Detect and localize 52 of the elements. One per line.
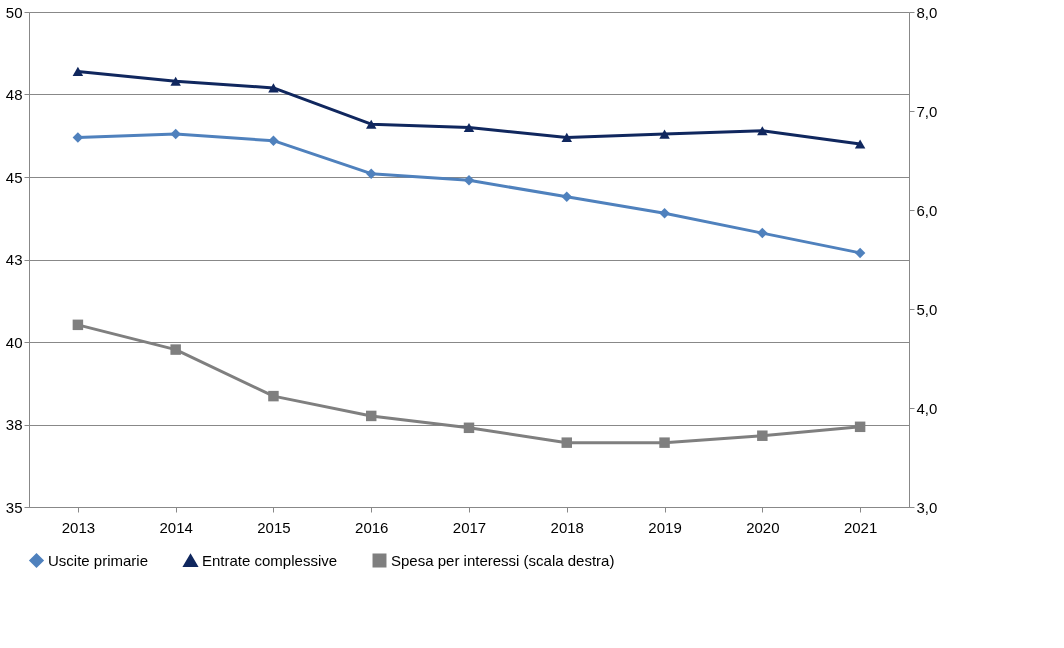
point bbox=[365, 168, 377, 179]
y2-tick-label: 4,0 bbox=[916, 399, 938, 417]
y-tick-label: 48 bbox=[5, 86, 23, 103]
y-tick-label: 40 bbox=[5, 333, 23, 351]
point bbox=[268, 135, 279, 146]
point bbox=[170, 344, 181, 355]
y-tick-label: 45 bbox=[5, 168, 23, 186]
point bbox=[659, 208, 670, 219]
point bbox=[72, 66, 84, 76]
legend-label: Uscite primarie bbox=[48, 551, 149, 569]
y-tick-label: 50 bbox=[5, 3, 23, 21]
y2-tick-label: 6,0 bbox=[916, 201, 938, 219]
legend-label: Spesa per interessi (scala destra) bbox=[391, 551, 615, 569]
y2-tick-label: 5,0 bbox=[916, 300, 938, 318]
x-tick-label: 2018 bbox=[550, 518, 584, 536]
y2-tick-label: 7,0 bbox=[916, 102, 938, 120]
point bbox=[365, 119, 377, 129]
y2-tick-label: 8,0 bbox=[916, 3, 938, 21]
point bbox=[757, 126, 768, 136]
x-tick-label: 2021 bbox=[843, 518, 878, 536]
point bbox=[659, 437, 670, 448]
point bbox=[561, 437, 573, 448]
point bbox=[268, 83, 279, 93]
x-tick-label: 2014 bbox=[159, 518, 193, 536]
point bbox=[463, 175, 475, 186]
point bbox=[561, 191, 573, 203]
point bbox=[561, 132, 573, 142]
y-tick-label: 35 bbox=[5, 498, 23, 516]
point bbox=[854, 139, 866, 149]
point bbox=[170, 76, 181, 86]
legend-label: Entrate complessive bbox=[202, 551, 338, 569]
x-tick-label: 2019 bbox=[648, 518, 682, 536]
point bbox=[854, 421, 866, 433]
x-tick-label: 2017 bbox=[452, 518, 487, 536]
point bbox=[757, 430, 768, 441]
x-tick-label: 2015 bbox=[257, 518, 291, 536]
point bbox=[463, 422, 475, 434]
point bbox=[268, 390, 279, 402]
x-tick-label: 2013 bbox=[61, 518, 96, 536]
y-tick-label: 43 bbox=[5, 251, 23, 268]
point bbox=[72, 319, 84, 331]
point bbox=[365, 410, 377, 422]
point bbox=[170, 128, 181, 140]
point bbox=[72, 132, 84, 143]
x-tick-label: 2020 bbox=[746, 518, 780, 536]
y2-tick-label: 3,0 bbox=[916, 498, 938, 516]
x-tick-label: 2016 bbox=[355, 518, 389, 536]
point bbox=[463, 122, 475, 133]
point bbox=[659, 129, 670, 139]
y-tick-label: 38 bbox=[5, 416, 23, 433]
point bbox=[854, 247, 866, 259]
point bbox=[757, 227, 768, 239]
